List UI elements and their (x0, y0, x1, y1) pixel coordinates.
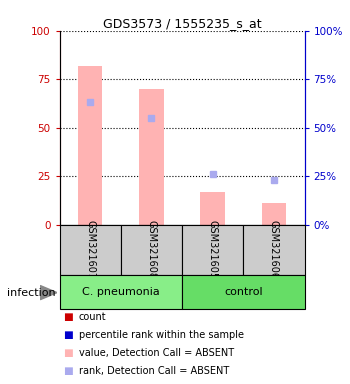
Text: percentile rank within the sample: percentile rank within the sample (79, 330, 244, 340)
Bar (262, 203, 286, 225)
Text: C. pneumonia: C. pneumonia (82, 287, 160, 297)
Bar (243, 225, 304, 275)
Text: ■: ■ (63, 348, 73, 358)
Bar (60, 225, 121, 275)
Bar (139, 89, 164, 225)
Text: rank, Detection Call = ABSENT: rank, Detection Call = ABSENT (79, 366, 229, 376)
Bar (78, 66, 102, 225)
Bar (60, 275, 182, 309)
Text: GSM321606: GSM321606 (269, 220, 279, 279)
Text: infection: infection (7, 288, 56, 298)
Text: GSM321607: GSM321607 (85, 220, 95, 279)
Text: count: count (79, 312, 106, 322)
Polygon shape (40, 286, 57, 300)
Bar (182, 225, 243, 275)
Bar (200, 192, 225, 225)
Text: GSM321608: GSM321608 (146, 220, 156, 279)
Text: ■: ■ (63, 312, 73, 322)
Bar (121, 225, 182, 275)
Bar (182, 275, 304, 309)
Text: ■: ■ (63, 330, 73, 340)
Text: ■: ■ (63, 366, 73, 376)
Text: control: control (224, 287, 262, 297)
Text: GSM321605: GSM321605 (208, 220, 218, 279)
Text: value, Detection Call = ABSENT: value, Detection Call = ABSENT (79, 348, 234, 358)
Title: GDS3573 / 1555235_s_at: GDS3573 / 1555235_s_at (103, 17, 261, 30)
